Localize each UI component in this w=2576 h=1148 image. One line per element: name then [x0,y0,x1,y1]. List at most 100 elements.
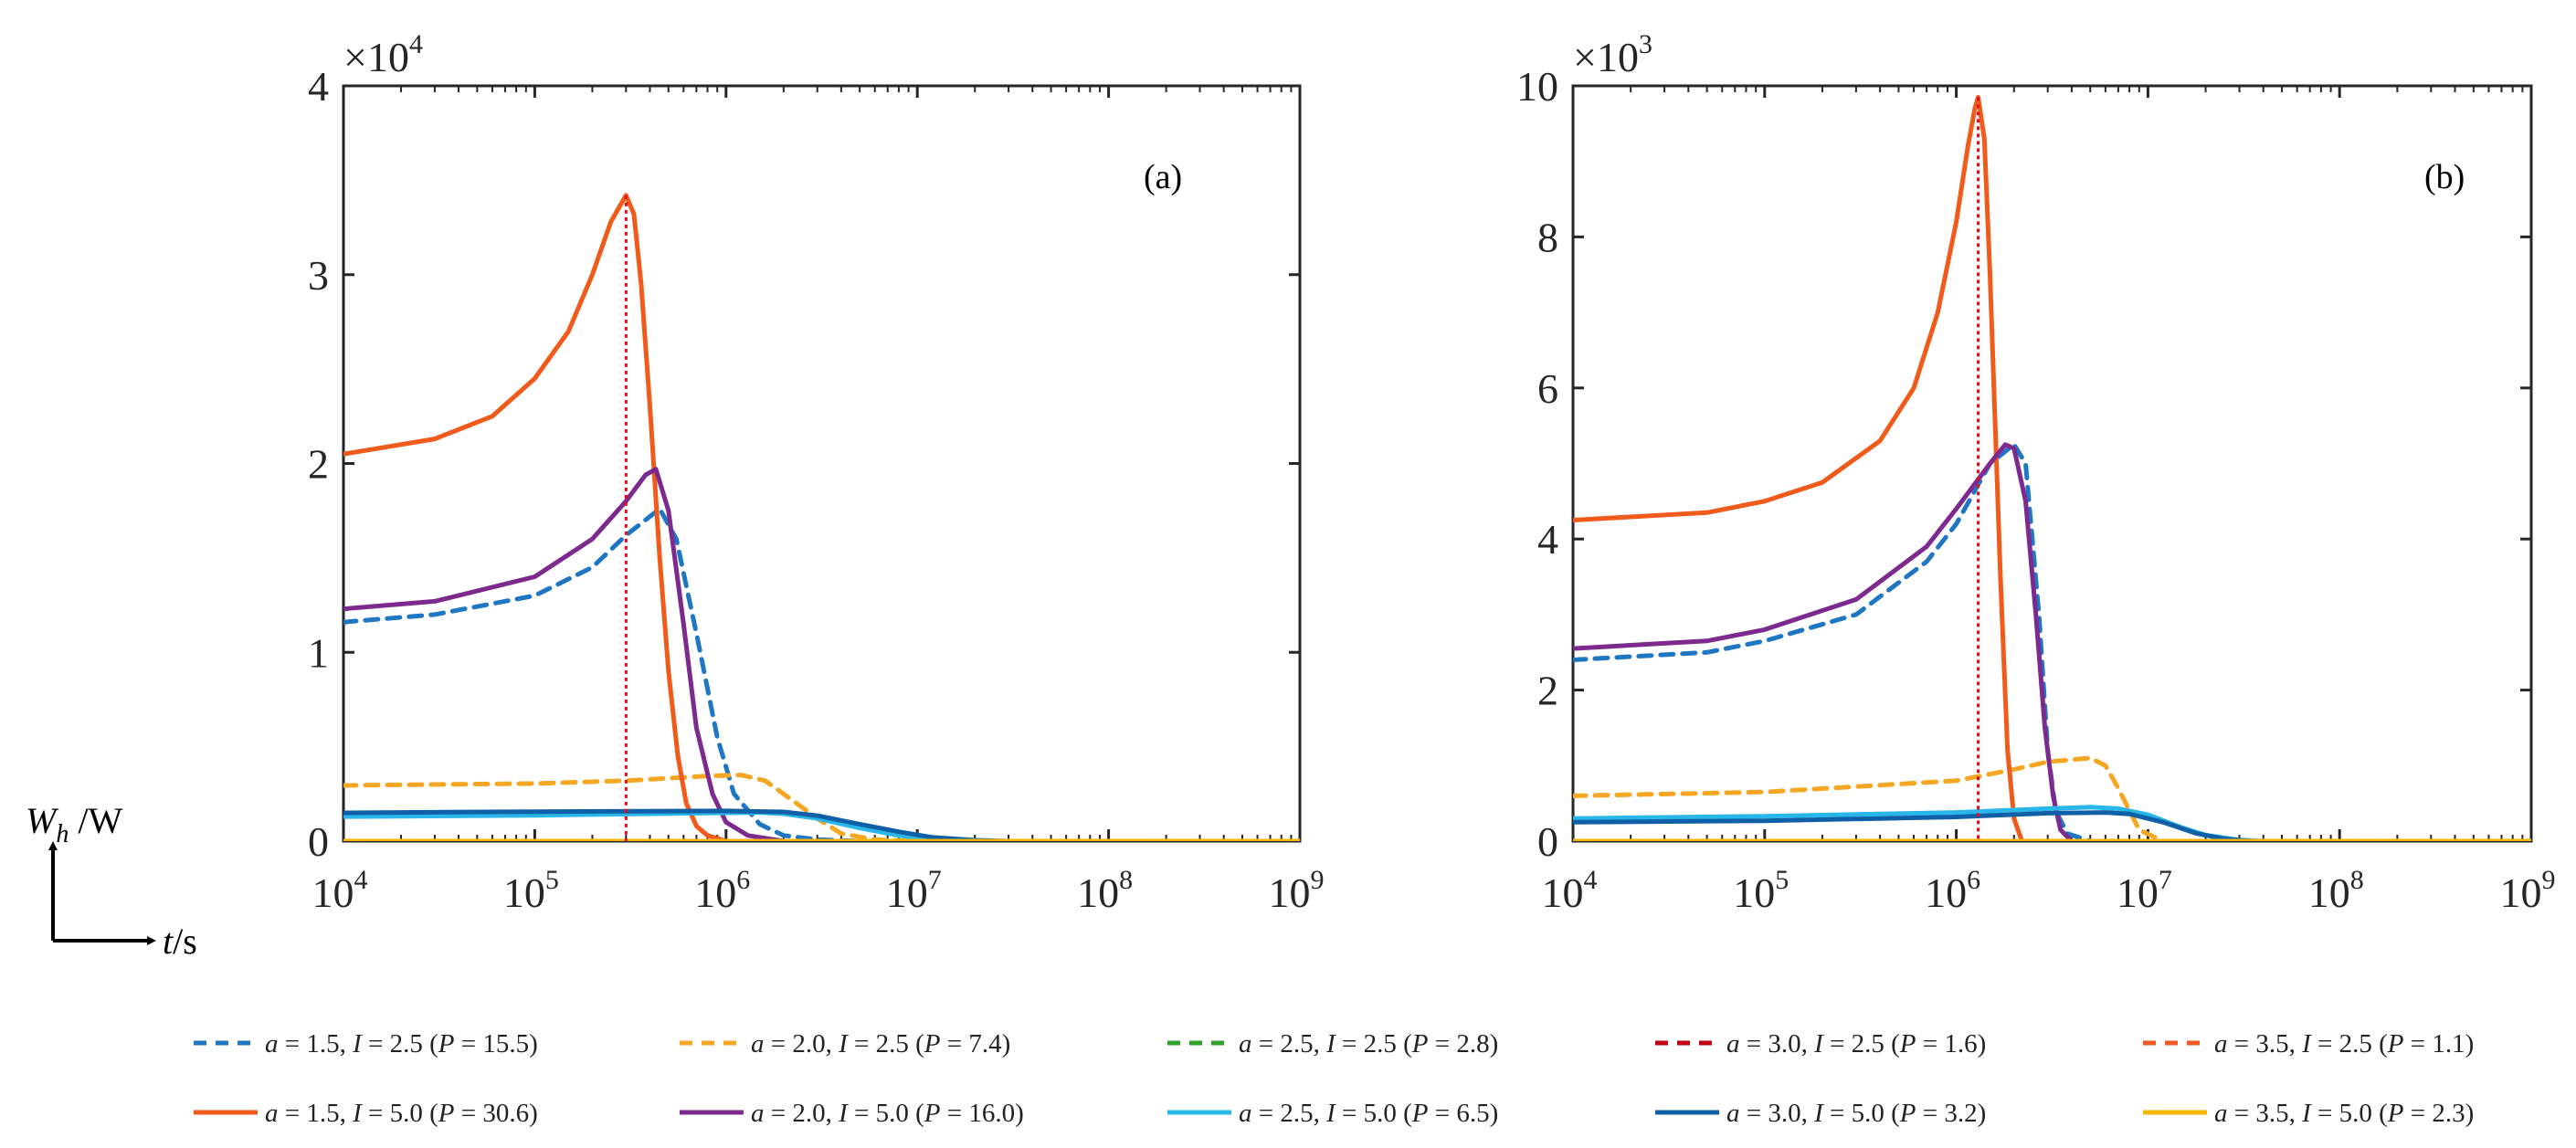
legend-text-part: P [1411,1099,1429,1128]
legend-text-part: = 16.0) [941,1099,1024,1128]
y-tick-label: 1 [308,629,329,676]
y-tick-label: 8 [1537,214,1558,260]
legend-text-part: a [2214,1099,2228,1128]
series-line [1573,805,2266,841]
legend-text-part: = 2.5 ( [2311,1029,2388,1058]
legend-text-part: P [438,1099,455,1128]
legend-entry: a = 2.5, I = 5.0 (P = 6.5) [1239,1099,1498,1128]
x-tick-base: 10 [1269,869,1311,916]
x-tick-label: 107 [886,865,942,916]
legend-entry: a = 1.5, I = 5.0 (P = 30.6) [265,1099,538,1128]
x-tick-base: 10 [2308,869,2350,916]
legend-text-part: P [438,1029,455,1058]
legend-entry: a = 3.5, I = 5.0 (P = 2.3) [2214,1099,2474,1128]
series-line [343,773,920,841]
legend-text-part: a [1239,1099,1252,1128]
x-tick-exp: 5 [545,865,559,895]
legend-text-part: = 2.3) [2404,1099,2475,1128]
legend-text-part: P [924,1029,941,1058]
series-group [343,193,1300,841]
y-axis-label: Wh /W [26,800,122,848]
x-tick-exp: 8 [2350,865,2364,895]
x-tick-base: 10 [1077,869,1119,916]
legend-text-part: I [1813,1099,1824,1128]
x-tick-label: 106 [694,865,750,916]
legend-text-part: I [1325,1029,1336,1058]
legend-text-part: = 7.4) [941,1029,1011,1058]
x-tick-base: 10 [2117,869,2159,916]
x-tick-exp: 9 [2542,865,2556,895]
multiplier-exp: 4 [409,29,423,59]
x-tick-label: 104 [1542,865,1598,916]
y-tick-label: 4 [1537,516,1558,563]
x-tick-label: 105 [503,865,559,916]
legend-text-part: = 6.5) [1429,1099,1499,1128]
x-label-unit: /s [173,921,197,962]
series-line [1573,755,2166,841]
legend-text-part: = 2.5 ( [1823,1029,1900,1058]
x-tick-base: 10 [1542,869,1584,916]
y-multiplier: ×104 [343,29,423,80]
legend-text-part: = 2.0, [765,1029,839,1058]
y-label-main: W [26,800,59,841]
x-tick-base: 10 [503,869,545,916]
legend-text-part: a [1726,1029,1740,1058]
x-tick-exp: 9 [1311,865,1325,895]
legend-entry: a = 2.0, I = 2.5 (P = 7.4) [751,1029,1010,1058]
legend-text-part: a [2214,1029,2228,1058]
series-line [1573,442,2075,841]
legend-text-part: a [1239,1029,1252,1058]
x-tick-label: 109 [2500,865,2556,916]
legend-text-part: = 2.5 ( [1336,1029,1412,1058]
series-line [1573,810,2254,841]
legend-text-part: a [265,1029,279,1058]
x-tick-base: 10 [694,869,736,916]
x-tick-label: 105 [1733,865,1789,916]
legend-text-part: a [751,1099,765,1128]
legend-entry: a = 3.5, I = 2.5 (P = 1.1) [2214,1029,2474,1058]
x-tick-base: 10 [312,869,354,916]
legend-entry: a = 3.0, I = 2.5 (P = 1.6) [1726,1029,1986,1058]
legend-text-part: I [2301,1029,2312,1058]
legend-text-part: = 5.0 ( [362,1099,438,1128]
x-tick-label: 104 [312,865,368,916]
legend-text-part: P [1899,1029,1916,1058]
legend-text-part: = 5.0 ( [1823,1099,1900,1128]
legend-text-part: I [1325,1099,1336,1128]
legend-text-part: P [1411,1029,1429,1058]
legend-entry: a = 1.5, I = 2.5 (P = 15.5) [265,1029,538,1058]
legend-entry: a = 3.0, I = 5.0 (P = 3.2) [1726,1099,1986,1128]
x-tick-label: 108 [1077,865,1133,916]
x-tick-label: 107 [2117,865,2172,916]
legend-text-part: = 1.5, [279,1029,354,1058]
axes-indicator: Wh /W t/s [26,800,197,962]
legend-text-part: I [838,1029,849,1058]
legend-text-part: = 3.5, [2228,1099,2303,1128]
legend-text-part: I [2301,1099,2312,1128]
legend: a = 1.5, I = 2.5 (P = 15.5) a = 2.0, I = … [194,1029,2474,1128]
x-tick-base: 10 [2500,869,2542,916]
legend-entry: a = 2.5, I = 2.5 (P = 2.8) [1239,1029,1498,1058]
x-tick-base: 10 [1733,869,1775,916]
x-tick-exp: 5 [1775,865,1789,895]
y-tick-label: 0 [1537,818,1558,865]
y-tick-label: 3 [308,252,329,299]
legend-text-part: = 2.5, [1252,1029,1327,1058]
legend-text-part: = 2.5 ( [362,1029,438,1058]
y-tick-label: 10 [1516,63,1558,110]
y-label-sub: h [56,820,69,848]
legend-text-part: a [1726,1099,1740,1128]
x-tick-exp: 6 [1967,865,1980,895]
x-tick-exp: 7 [928,865,942,895]
series-line [343,808,1011,841]
legend-text-part: = 30.6) [455,1099,538,1128]
legend-text-part: I [352,1099,363,1128]
x-tick-exp: 4 [354,865,368,895]
legend-text-part: a [751,1029,765,1058]
series-group [1573,94,2531,841]
legend-text-part: = 3.2) [1916,1099,1987,1128]
x-tick-base: 10 [1925,869,1967,916]
